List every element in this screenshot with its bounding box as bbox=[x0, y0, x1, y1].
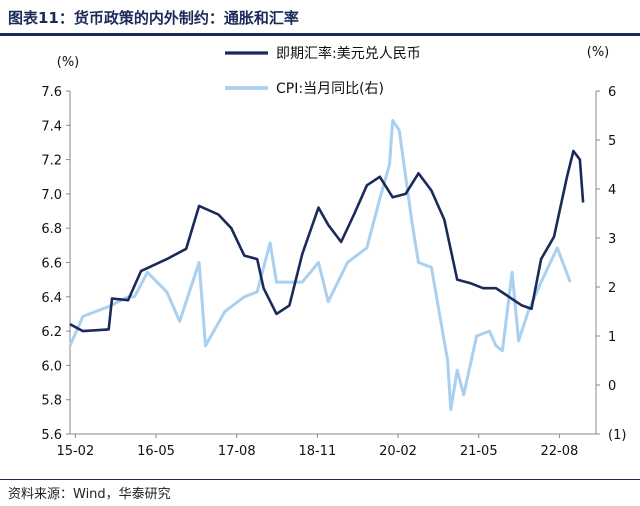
left-tick-label: 6.6 bbox=[41, 257, 62, 272]
chart-area: (%) (%) 7.6 7.4 7.2 7.0 6.8 6.6 6.4 6.2 6.0 5.8 5.6 6… bbox=[0, 36, 640, 478]
left-tick-label: 6.4 bbox=[41, 291, 62, 306]
cpi-line bbox=[68, 118, 572, 411]
left-tick-label: 6.8 bbox=[41, 222, 62, 237]
left-tick-label: 7.0 bbox=[41, 188, 62, 203]
legend-cpi-label: CPI:当月同比(右) bbox=[276, 81, 384, 97]
right-tick-label: 3 bbox=[608, 232, 616, 247]
left-tick-label: 6.2 bbox=[41, 325, 62, 340]
left-axis-unit: (%) bbox=[57, 55, 80, 70]
figure-title: 图表11：货币政策的内外制约：通胀和汇率 bbox=[8, 9, 299, 27]
line-chart: (%) (%) 7.6 7.4 7.2 7.0 6.8 6.6 6.4 6.2 6.0 5.8 5.6 6… bbox=[41, 45, 626, 459]
bottom-rule bbox=[0, 479, 640, 480]
right-tick-label: 4 bbox=[608, 183, 616, 198]
left-tick-label: 6.0 bbox=[41, 359, 62, 374]
right-axis-unit: (%) bbox=[587, 45, 610, 60]
right-tick-label: 0 bbox=[608, 379, 616, 394]
x-tick-label: 20-02 bbox=[379, 444, 417, 459]
right-tick-label: 1 bbox=[608, 330, 616, 345]
legend-fx-label: 即期汇率:美元兑人民币 bbox=[276, 45, 421, 62]
x-tick-label: 16-05 bbox=[137, 444, 175, 459]
fx-rate-line bbox=[69, 149, 585, 333]
right-tick-label: 6 bbox=[608, 85, 616, 100]
right-tick-label: 5 bbox=[608, 134, 616, 149]
x-tick-label: 21-05 bbox=[460, 444, 498, 459]
left-tick-label: 7.6 bbox=[41, 85, 62, 100]
source-note: 资料来源：Wind，华泰研究 bbox=[8, 487, 171, 502]
left-tick-label: 7.2 bbox=[41, 154, 62, 169]
x-tick-label: 18-11 bbox=[298, 444, 336, 459]
left-tick-label: 7.4 bbox=[41, 119, 62, 134]
x-tick-label: 15-02 bbox=[56, 444, 94, 459]
left-tick-label: 5.8 bbox=[41, 394, 62, 409]
right-tick-label: 2 bbox=[608, 281, 616, 296]
right-tick-label: (1) bbox=[608, 428, 626, 443]
title-rule bbox=[0, 33, 640, 36]
x-tick-label: 22-08 bbox=[541, 444, 579, 459]
left-tick-label: 5.6 bbox=[41, 428, 62, 443]
x-tick-label: 17-08 bbox=[218, 444, 256, 459]
